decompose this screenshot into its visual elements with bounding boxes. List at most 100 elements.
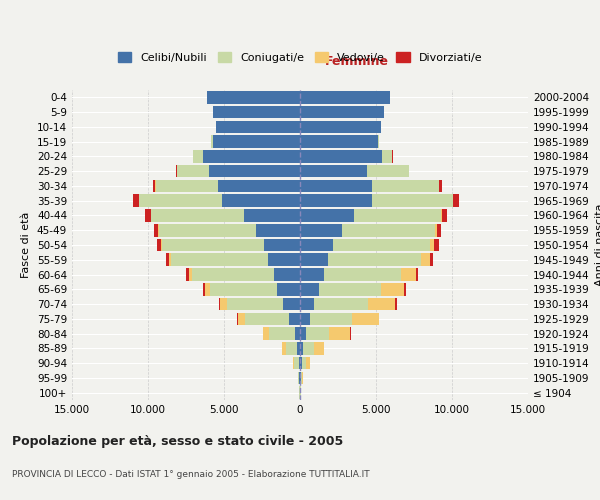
Text: Femmine: Femmine: [325, 56, 389, 68]
Bar: [368, 298, 395, 310]
Bar: [300, 180, 372, 192]
Bar: [372, 194, 453, 207]
Bar: [300, 194, 372, 207]
Bar: [300, 357, 302, 370]
Bar: [300, 342, 304, 354]
Bar: [300, 136, 377, 148]
Bar: [454, 194, 459, 207]
Bar: [237, 312, 238, 325]
Bar: [300, 91, 389, 104]
Bar: [211, 136, 214, 148]
Bar: [209, 165, 300, 177]
Bar: [300, 106, 383, 118]
Bar: [188, 268, 192, 281]
Bar: [286, 342, 297, 354]
Bar: [328, 254, 421, 266]
Bar: [205, 283, 211, 296]
Bar: [354, 209, 440, 222]
Bar: [421, 254, 430, 266]
Bar: [306, 328, 329, 340]
Bar: [220, 298, 227, 310]
Bar: [133, 194, 139, 207]
Bar: [434, 224, 437, 236]
Bar: [139, 194, 223, 207]
Bar: [306, 357, 310, 370]
Bar: [214, 136, 300, 148]
Bar: [300, 120, 380, 133]
Bar: [300, 209, 354, 222]
Bar: [440, 209, 442, 222]
Bar: [274, 268, 300, 281]
Bar: [166, 254, 169, 266]
Bar: [382, 150, 392, 162]
Text: PROVINCIA DI LECCO - Dati ISTAT 1° gennaio 2005 - Elaborazione TUTTITALIA.IT: PROVINCIA DI LECCO - Dati ISTAT 1° genna…: [12, 470, 370, 479]
Bar: [302, 357, 306, 370]
Bar: [430, 238, 434, 252]
Bar: [300, 372, 301, 384]
Bar: [437, 224, 441, 236]
Bar: [207, 91, 300, 104]
Bar: [169, 254, 171, 266]
Bar: [238, 312, 245, 325]
Bar: [302, 372, 303, 384]
Bar: [151, 209, 244, 222]
Bar: [155, 180, 218, 192]
Bar: [300, 238, 332, 252]
Bar: [218, 180, 300, 192]
Bar: [372, 180, 439, 192]
Bar: [304, 342, 314, 354]
Bar: [223, 194, 300, 207]
Bar: [300, 150, 382, 162]
Bar: [214, 106, 300, 118]
Bar: [256, 224, 300, 236]
Bar: [300, 224, 342, 236]
Bar: [310, 312, 352, 325]
Bar: [268, 254, 300, 266]
Bar: [401, 268, 416, 281]
Bar: [352, 312, 379, 325]
Bar: [300, 254, 328, 266]
Bar: [192, 268, 274, 281]
Bar: [211, 283, 277, 296]
Bar: [187, 268, 188, 281]
Bar: [244, 209, 300, 222]
Bar: [439, 180, 442, 192]
Bar: [301, 372, 302, 384]
Bar: [227, 298, 283, 310]
Bar: [434, 238, 439, 252]
Bar: [193, 150, 203, 162]
Bar: [314, 342, 324, 354]
Bar: [295, 328, 300, 340]
Bar: [299, 372, 300, 384]
Bar: [203, 283, 205, 296]
Bar: [298, 372, 299, 384]
Bar: [300, 165, 367, 177]
Bar: [300, 312, 310, 325]
Bar: [171, 254, 268, 266]
Bar: [217, 120, 300, 133]
Legend: Celibi/Nubili, Coniugati/e, Vedovi/e, Divorziati/e: Celibi/Nubili, Coniugati/e, Vedovi/e, Di…: [113, 48, 487, 67]
Bar: [157, 238, 161, 252]
Bar: [283, 342, 286, 354]
Bar: [293, 357, 295, 370]
Bar: [277, 283, 300, 296]
Bar: [453, 194, 454, 207]
Bar: [319, 283, 382, 296]
Bar: [263, 238, 300, 252]
Bar: [158, 224, 256, 236]
Bar: [263, 328, 269, 340]
Bar: [382, 283, 404, 296]
Bar: [367, 165, 409, 177]
Bar: [300, 298, 314, 310]
Bar: [176, 165, 177, 177]
Bar: [377, 136, 379, 148]
Bar: [297, 342, 300, 354]
Text: Popolazione per età, sesso e stato civile - 2005: Popolazione per età, sesso e stato civil…: [12, 435, 343, 448]
Bar: [416, 268, 418, 281]
Bar: [323, 268, 401, 281]
Bar: [329, 328, 350, 340]
Bar: [295, 357, 299, 370]
Bar: [177, 165, 209, 177]
Bar: [161, 238, 263, 252]
Y-axis label: Fasce di età: Fasce di età: [22, 212, 31, 278]
